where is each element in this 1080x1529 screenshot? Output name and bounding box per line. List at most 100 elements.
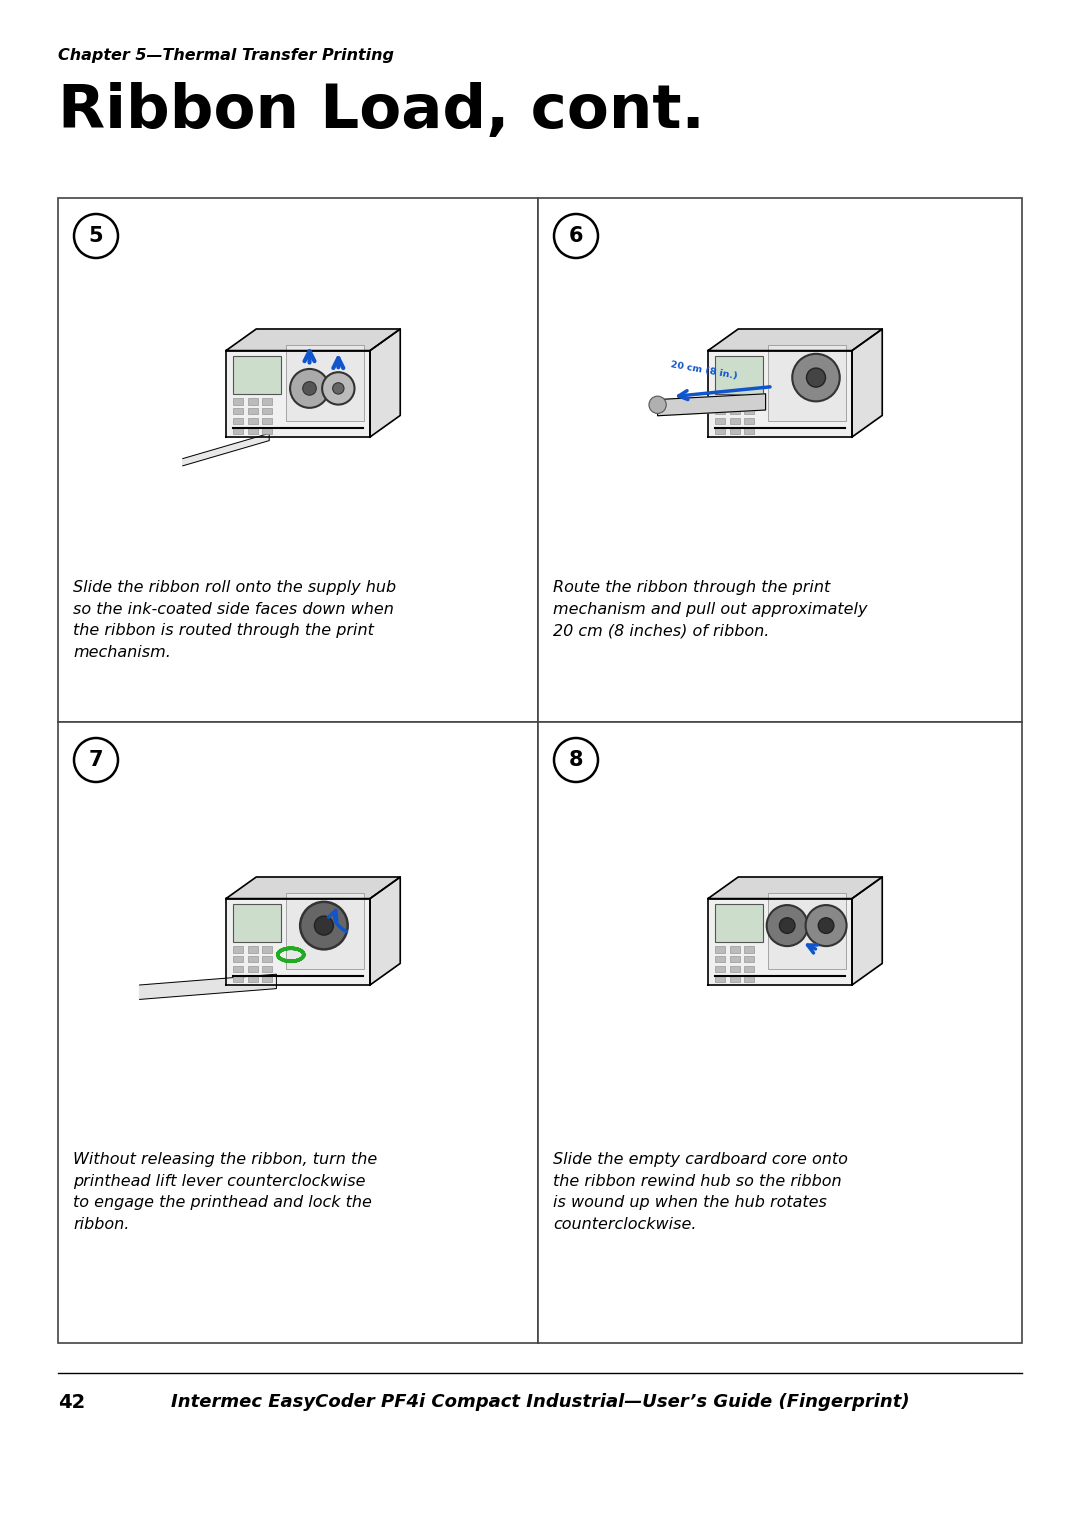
Bar bbox=[233, 356, 281, 394]
Bar bbox=[233, 965, 243, 972]
Polygon shape bbox=[370, 878, 401, 985]
Bar bbox=[233, 398, 243, 405]
Circle shape bbox=[314, 916, 334, 936]
Text: 6: 6 bbox=[569, 226, 583, 246]
Bar bbox=[262, 427, 272, 434]
Bar bbox=[262, 417, 272, 424]
Bar bbox=[730, 417, 740, 424]
Bar bbox=[233, 408, 243, 414]
Bar bbox=[233, 946, 243, 953]
Bar bbox=[247, 956, 258, 962]
Text: Chapter 5—Thermal Transfer Printing: Chapter 5—Thermal Transfer Printing bbox=[58, 47, 394, 63]
Circle shape bbox=[302, 382, 316, 394]
Bar bbox=[247, 398, 258, 405]
Polygon shape bbox=[852, 878, 882, 985]
Bar bbox=[715, 427, 726, 434]
Polygon shape bbox=[370, 329, 401, 437]
Bar bbox=[262, 408, 272, 414]
Circle shape bbox=[819, 917, 834, 933]
Bar bbox=[247, 427, 258, 434]
Bar bbox=[233, 904, 281, 942]
Text: Slide the ribbon roll onto the supply hub
so the ink-coated side faces down when: Slide the ribbon roll onto the supply hu… bbox=[73, 579, 396, 661]
Bar bbox=[744, 946, 754, 953]
Circle shape bbox=[300, 902, 348, 950]
Bar bbox=[744, 398, 754, 405]
Bar bbox=[538, 722, 1022, 1342]
Bar bbox=[233, 956, 243, 962]
Circle shape bbox=[806, 905, 847, 946]
Polygon shape bbox=[183, 433, 269, 466]
Polygon shape bbox=[139, 974, 276, 1000]
Polygon shape bbox=[708, 350, 852, 437]
Bar bbox=[744, 956, 754, 962]
Bar bbox=[247, 965, 258, 972]
Bar bbox=[247, 408, 258, 414]
Bar bbox=[247, 417, 258, 424]
Text: Route the ribbon through the print
mechanism and pull out approximately
20 cm (8: Route the ribbon through the print mecha… bbox=[553, 579, 867, 638]
Bar bbox=[730, 408, 740, 414]
Polygon shape bbox=[708, 329, 882, 350]
Bar bbox=[730, 965, 740, 972]
Bar bbox=[730, 427, 740, 434]
Bar bbox=[730, 956, 740, 962]
Circle shape bbox=[75, 214, 118, 258]
Bar bbox=[715, 965, 726, 972]
Circle shape bbox=[793, 353, 840, 401]
Text: Intermec EasyCoder PF4i Compact Industrial—User’s Guide (Fingerprint): Intermec EasyCoder PF4i Compact Industri… bbox=[171, 1393, 909, 1411]
Bar bbox=[744, 965, 754, 972]
Bar bbox=[715, 976, 726, 982]
Text: 8: 8 bbox=[569, 751, 583, 771]
Circle shape bbox=[649, 396, 666, 413]
Bar bbox=[247, 976, 258, 982]
Bar bbox=[262, 946, 272, 953]
Bar bbox=[715, 956, 726, 962]
Polygon shape bbox=[852, 329, 882, 437]
Bar bbox=[744, 417, 754, 424]
Polygon shape bbox=[658, 394, 766, 416]
Bar bbox=[744, 408, 754, 414]
Text: 20 cm (8 in.): 20 cm (8 in.) bbox=[671, 361, 739, 381]
Bar bbox=[233, 417, 243, 424]
Polygon shape bbox=[708, 878, 882, 899]
Polygon shape bbox=[708, 899, 852, 985]
Bar bbox=[730, 398, 740, 405]
Circle shape bbox=[554, 214, 598, 258]
Bar bbox=[715, 408, 726, 414]
Bar bbox=[730, 976, 740, 982]
Circle shape bbox=[767, 905, 808, 946]
Text: Slide the empty cardboard core onto
the ribbon rewind hub so the ribbon
is wound: Slide the empty cardboard core onto the … bbox=[553, 1151, 848, 1232]
Bar bbox=[286, 893, 364, 969]
Text: 5: 5 bbox=[89, 226, 104, 246]
Bar bbox=[538, 197, 1022, 722]
Circle shape bbox=[291, 368, 329, 408]
Bar bbox=[744, 976, 754, 982]
Bar bbox=[233, 427, 243, 434]
Bar bbox=[715, 904, 762, 942]
Bar bbox=[715, 398, 726, 405]
Circle shape bbox=[780, 917, 795, 933]
Bar bbox=[262, 956, 272, 962]
Bar bbox=[262, 976, 272, 982]
Circle shape bbox=[333, 382, 345, 394]
Circle shape bbox=[322, 372, 354, 405]
Text: Without releasing the ribbon, turn the
printhead lift lever counterclockwise
to : Without releasing the ribbon, turn the p… bbox=[73, 1151, 377, 1232]
Bar bbox=[715, 946, 726, 953]
Bar bbox=[730, 946, 740, 953]
Polygon shape bbox=[226, 329, 401, 350]
Bar bbox=[247, 946, 258, 953]
Circle shape bbox=[807, 368, 825, 387]
Bar bbox=[262, 965, 272, 972]
Bar bbox=[262, 398, 272, 405]
Bar bbox=[769, 893, 847, 969]
Circle shape bbox=[75, 739, 118, 781]
Bar bbox=[286, 346, 364, 420]
Polygon shape bbox=[226, 878, 401, 899]
Text: Ribbon Load, cont.: Ribbon Load, cont. bbox=[58, 83, 705, 141]
Bar bbox=[769, 346, 847, 420]
Bar bbox=[715, 356, 762, 394]
Bar bbox=[744, 427, 754, 434]
Text: 7: 7 bbox=[89, 751, 104, 771]
Polygon shape bbox=[226, 350, 370, 437]
Circle shape bbox=[554, 739, 598, 781]
Polygon shape bbox=[226, 899, 370, 985]
